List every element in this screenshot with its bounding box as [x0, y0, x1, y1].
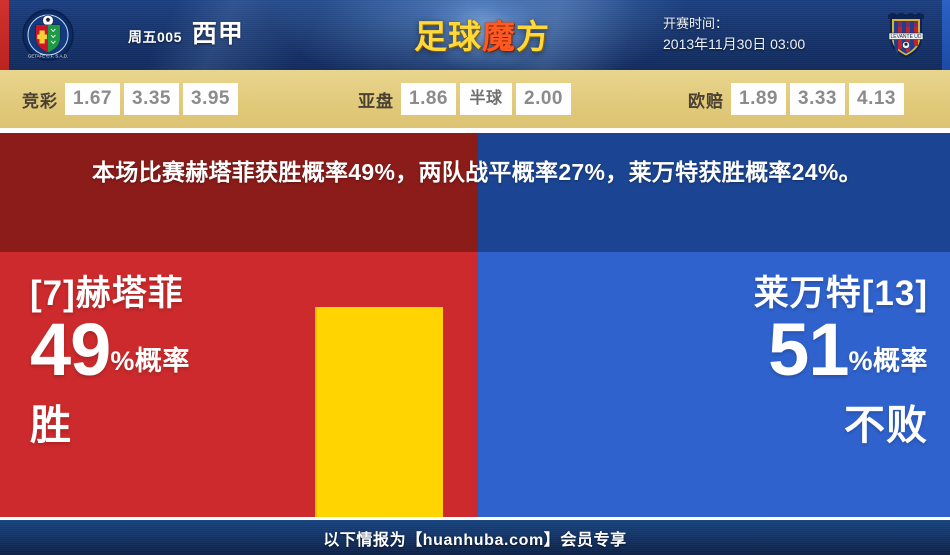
home-team-panel: [7]赫塔菲 49 %概率 胜	[0, 252, 478, 517]
brand-logo[interactable]: 足球魔方	[408, 8, 556, 60]
odds-cell-draw[interactable]: 3.35	[124, 83, 179, 115]
odds-cell-draw[interactable]: 3.33	[790, 83, 845, 115]
footer-bar: 以下情报为【huanhuba.com】会员专享	[0, 520, 950, 555]
odds-group-european: 欧赔 1.89 3.33 4.13	[688, 83, 908, 115]
home-percent-suffix: %概率	[110, 346, 190, 377]
odds-group-asian-handicap: 亚盘 1.86 半球 2.00	[358, 83, 575, 115]
kickoff-time: 2013年11月30日 03:00	[663, 36, 806, 53]
kickoff-info: 开赛时间： 2013年11月30日 03:00	[663, 14, 805, 56]
odds-bar: 竞彩 1.67 3.35 3.95 亚盘 1.86 半球 2.00 欧赔 1.8…	[0, 70, 950, 128]
svg-text:LEVANTE UD: LEVANTE UD	[890, 34, 921, 40]
away-percent-row: 51 %概率	[754, 307, 928, 391]
brand-accent-text: 魔	[482, 18, 516, 55]
footer-text: 以下情报为【huanhuba.com】会员专享	[323, 531, 627, 549]
brand-suffix-text: 方	[516, 18, 550, 55]
odds-group-label: 欧赔	[688, 91, 724, 111]
odds-cell-away[interactable]: 3.95	[183, 83, 238, 115]
brand-logo-text: 足球魔方	[414, 10, 550, 58]
odds-cell-home[interactable]: 1.89	[731, 83, 786, 115]
summary-left-background	[0, 133, 478, 252]
home-percent-value: 49	[30, 307, 111, 391]
home-team-crest-icon: GETAFE C.F. S.A.D.	[22, 9, 74, 61]
summary-text: 本场比赛赫塔菲获胜概率49%，两队战平概率27%，莱万特获胜概率24%。	[92, 159, 862, 185]
header-bar: GETAFE C.F. S.A.D. LEVANTE UD 周五005 西甲	[0, 0, 950, 70]
probability-summary-strip: 本场比赛赫塔菲获胜概率49%，两队战平概率27%，莱万特获胜概率24%。	[0, 133, 950, 252]
odds-group-label: 竞彩	[22, 91, 58, 111]
odds-cell-home[interactable]: 1.86	[401, 83, 456, 115]
odds-cell-away[interactable]: 2.00	[516, 83, 571, 115]
footer-divider	[0, 517, 950, 520]
kickoff-label: 开赛时间：	[663, 16, 729, 31]
odds-cell-away[interactable]: 4.13	[849, 83, 904, 115]
away-team-info: 莱万特[13] 51 %概率 不败	[753, 274, 928, 451]
odds-group-label: 亚盘	[358, 91, 394, 111]
odds-cell-home[interactable]: 1.67	[65, 83, 120, 115]
away-percent-value: 51	[768, 307, 849, 391]
odds-cell-handicap[interactable]: 半球	[460, 83, 512, 115]
home-outcome-label: 胜	[30, 402, 72, 449]
match-meta: 周五005 西甲	[128, 14, 244, 50]
away-team-panel: 莱万特[13] 51 %概率 不败	[478, 252, 950, 517]
match-round-label: 周五005	[128, 29, 182, 45]
home-percent-row: 49 %概率	[30, 307, 190, 391]
home-team-info: [7]赫塔菲 49 %概率 胜	[30, 274, 190, 451]
summary-right-background	[478, 133, 950, 252]
brand-prefix-text: 足球	[414, 18, 482, 55]
header-right-blue-stripe	[942, 0, 950, 70]
away-team-crest-icon: LEVANTE UD	[888, 13, 924, 58]
header-left-red-stripe	[0, 0, 9, 70]
league-name-label: 西甲	[191, 20, 244, 48]
home-team-name: [7]赫塔菲	[30, 274, 184, 313]
home-probability-bar	[315, 307, 443, 517]
odds-group-jingcai: 竞彩 1.67 3.35 3.95	[22, 83, 242, 115]
probability-chart: [7]赫塔菲 49 %概率 胜 莱万特[13] 51 %概率 不败	[0, 252, 950, 517]
away-team-name: 莱万特[13]	[753, 274, 928, 313]
away-percent-suffix: %概率	[848, 346, 928, 377]
svg-text:GETAFE C.F. S.A.D.: GETAFE C.F. S.A.D.	[28, 54, 68, 59]
away-outcome-label: 不败	[844, 402, 928, 449]
